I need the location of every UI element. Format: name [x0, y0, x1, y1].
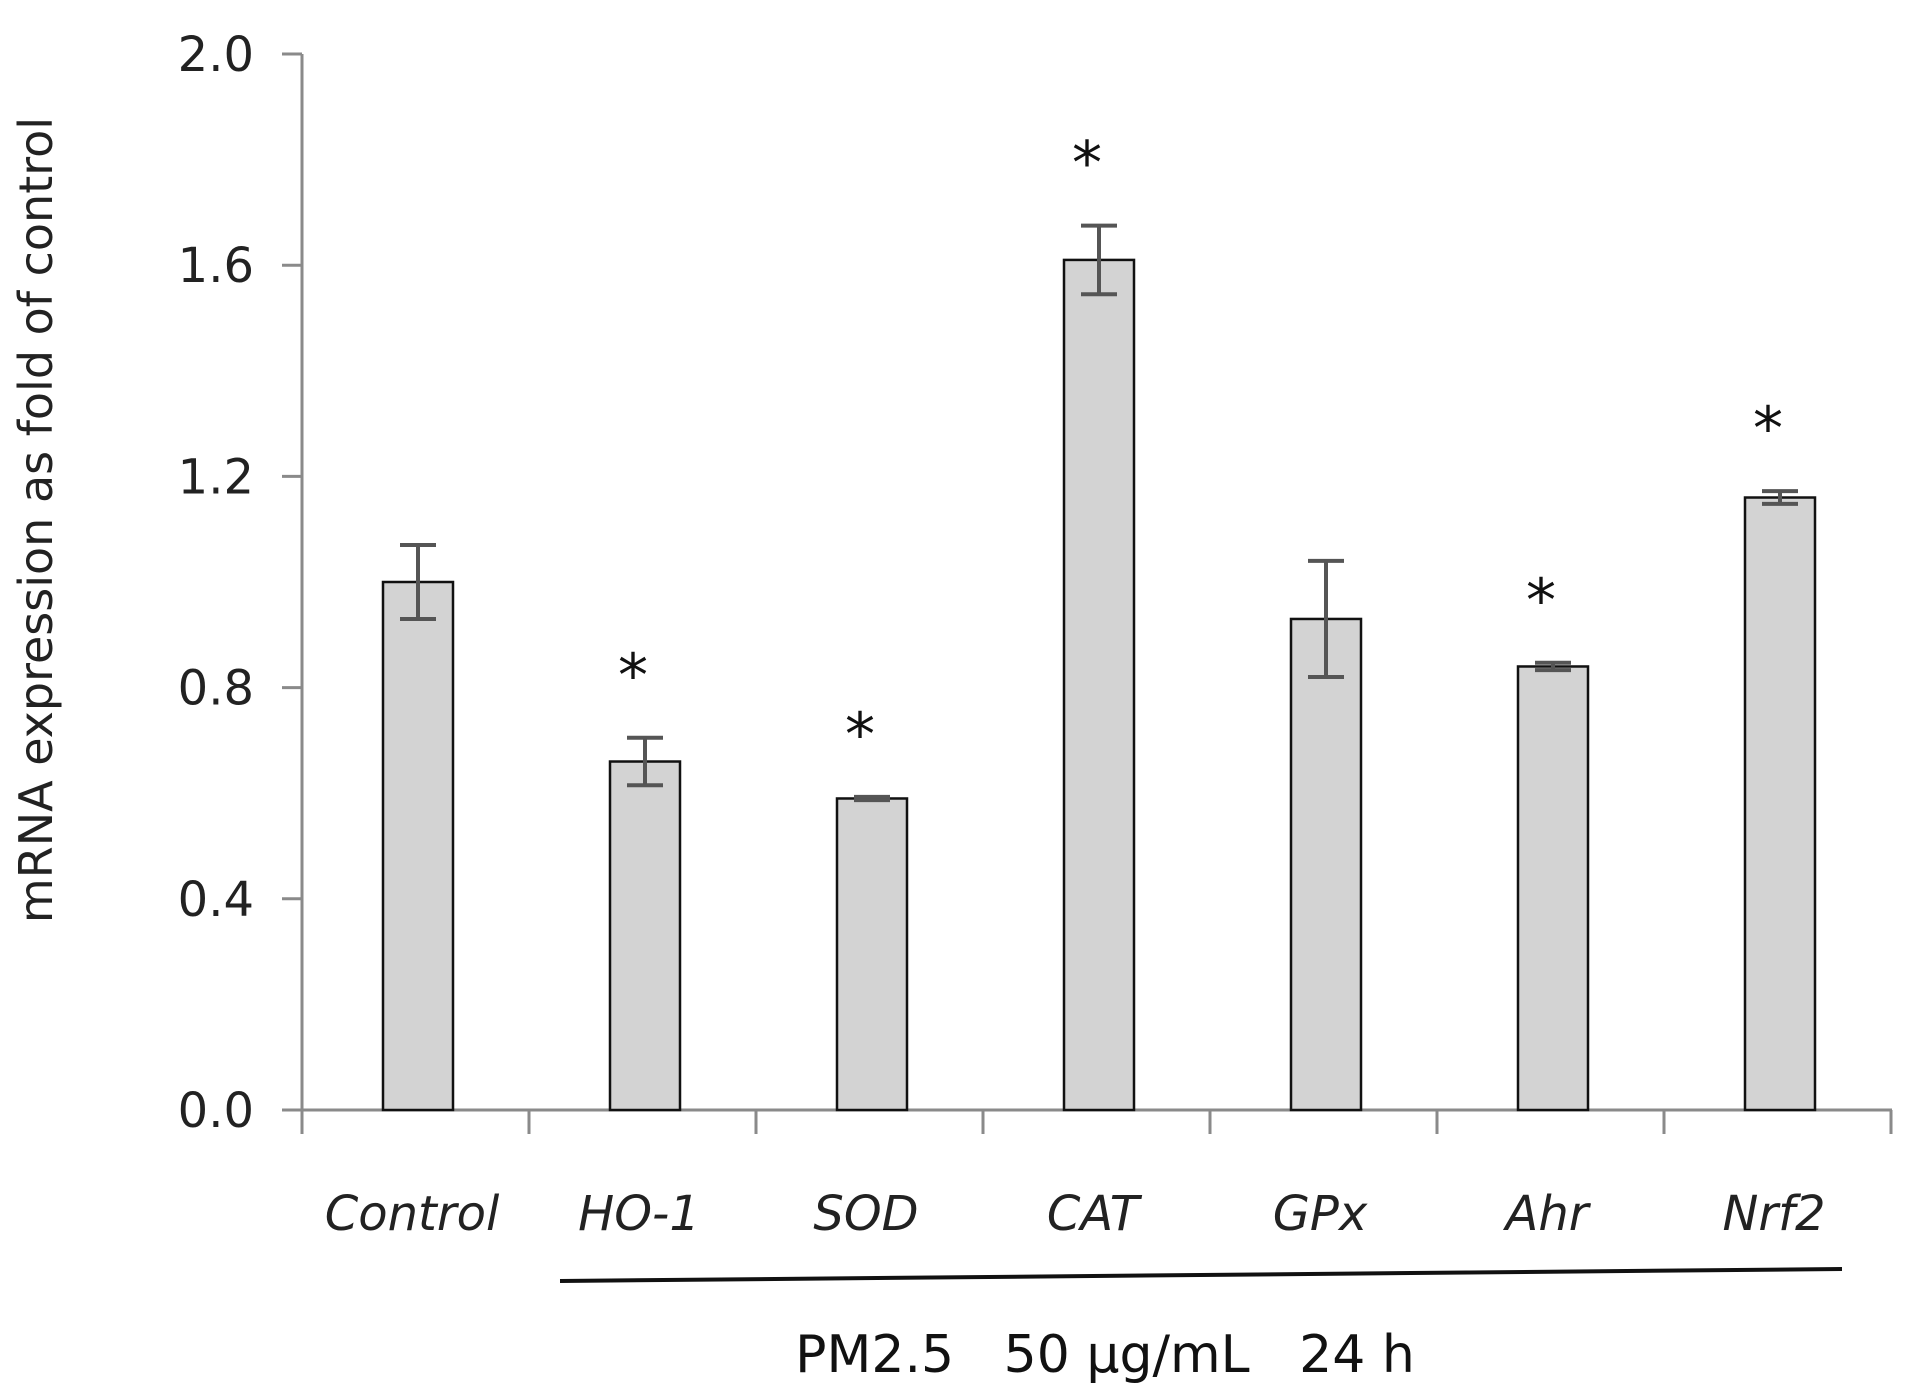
significance-star-sod: *: [845, 700, 875, 770]
error-bar-cat: [1081, 223, 1117, 297]
category-label-cat: CAT: [1047, 1186, 1143, 1242]
significance-star-nrf2: *: [1753, 394, 1783, 464]
error-bar-sod: [854, 794, 890, 803]
error-bar-gpx: [1308, 558, 1344, 680]
category-label-sod: SOD: [813, 1186, 918, 1242]
bar-ho-1: [608, 760, 682, 1112]
category-labels: Control HO-1 SOD CAT GPx Ahr Nrf2: [325, 1186, 1826, 1242]
y-tick-label: 0.4: [178, 872, 254, 928]
category-label-nrf2: Nrf2: [1722, 1186, 1825, 1242]
significance-star-ho-1: *: [618, 641, 648, 711]
bar-cat: [1062, 258, 1136, 1112]
bar-control: [381, 580, 455, 1112]
error-bar-ahr: [1535, 660, 1571, 673]
significance-star-ahr: *: [1526, 566, 1556, 636]
x-axis: [300, 1108, 1893, 1134]
bar-sod: [835, 797, 909, 1112]
error-bar-nrf2: [1762, 489, 1798, 506]
significance-markers: * * * * *: [618, 129, 1783, 770]
error-bars: [400, 223, 1798, 803]
bar-nrf2: [1743, 496, 1817, 1112]
bars: [381, 258, 1817, 1112]
group-label: PM2.5 50 µg/mL 24 h: [795, 1325, 1415, 1385]
y-tick-label: 1.6: [178, 238, 254, 294]
category-label-control: Control: [325, 1186, 500, 1242]
bar-gpx: [1289, 617, 1363, 1112]
y-tick-label: 0.8: [178, 661, 254, 717]
category-label-ahr: Ahr: [1503, 1186, 1592, 1242]
error-bar-control: [400, 543, 436, 621]
error-bar-ho-1: [627, 735, 663, 788]
category-label-ho-1: HO-1: [578, 1186, 700, 1242]
y-axis-title: mRNA expression as fold of control: [9, 117, 63, 923]
y-tick-label: 2.0: [178, 27, 254, 83]
y-axis: 0.0 0.4 0.8 1.2 1.6 2.0: [178, 27, 304, 1139]
category-label-gpx: GPx: [1273, 1186, 1368, 1242]
y-tick-label: 0.0: [178, 1083, 254, 1139]
bar-ahr: [1516, 665, 1590, 1112]
y-tick-label: 1.2: [178, 449, 254, 505]
group-bracket-line: [559, 1267, 1843, 1283]
significance-star-cat: *: [1072, 129, 1102, 199]
